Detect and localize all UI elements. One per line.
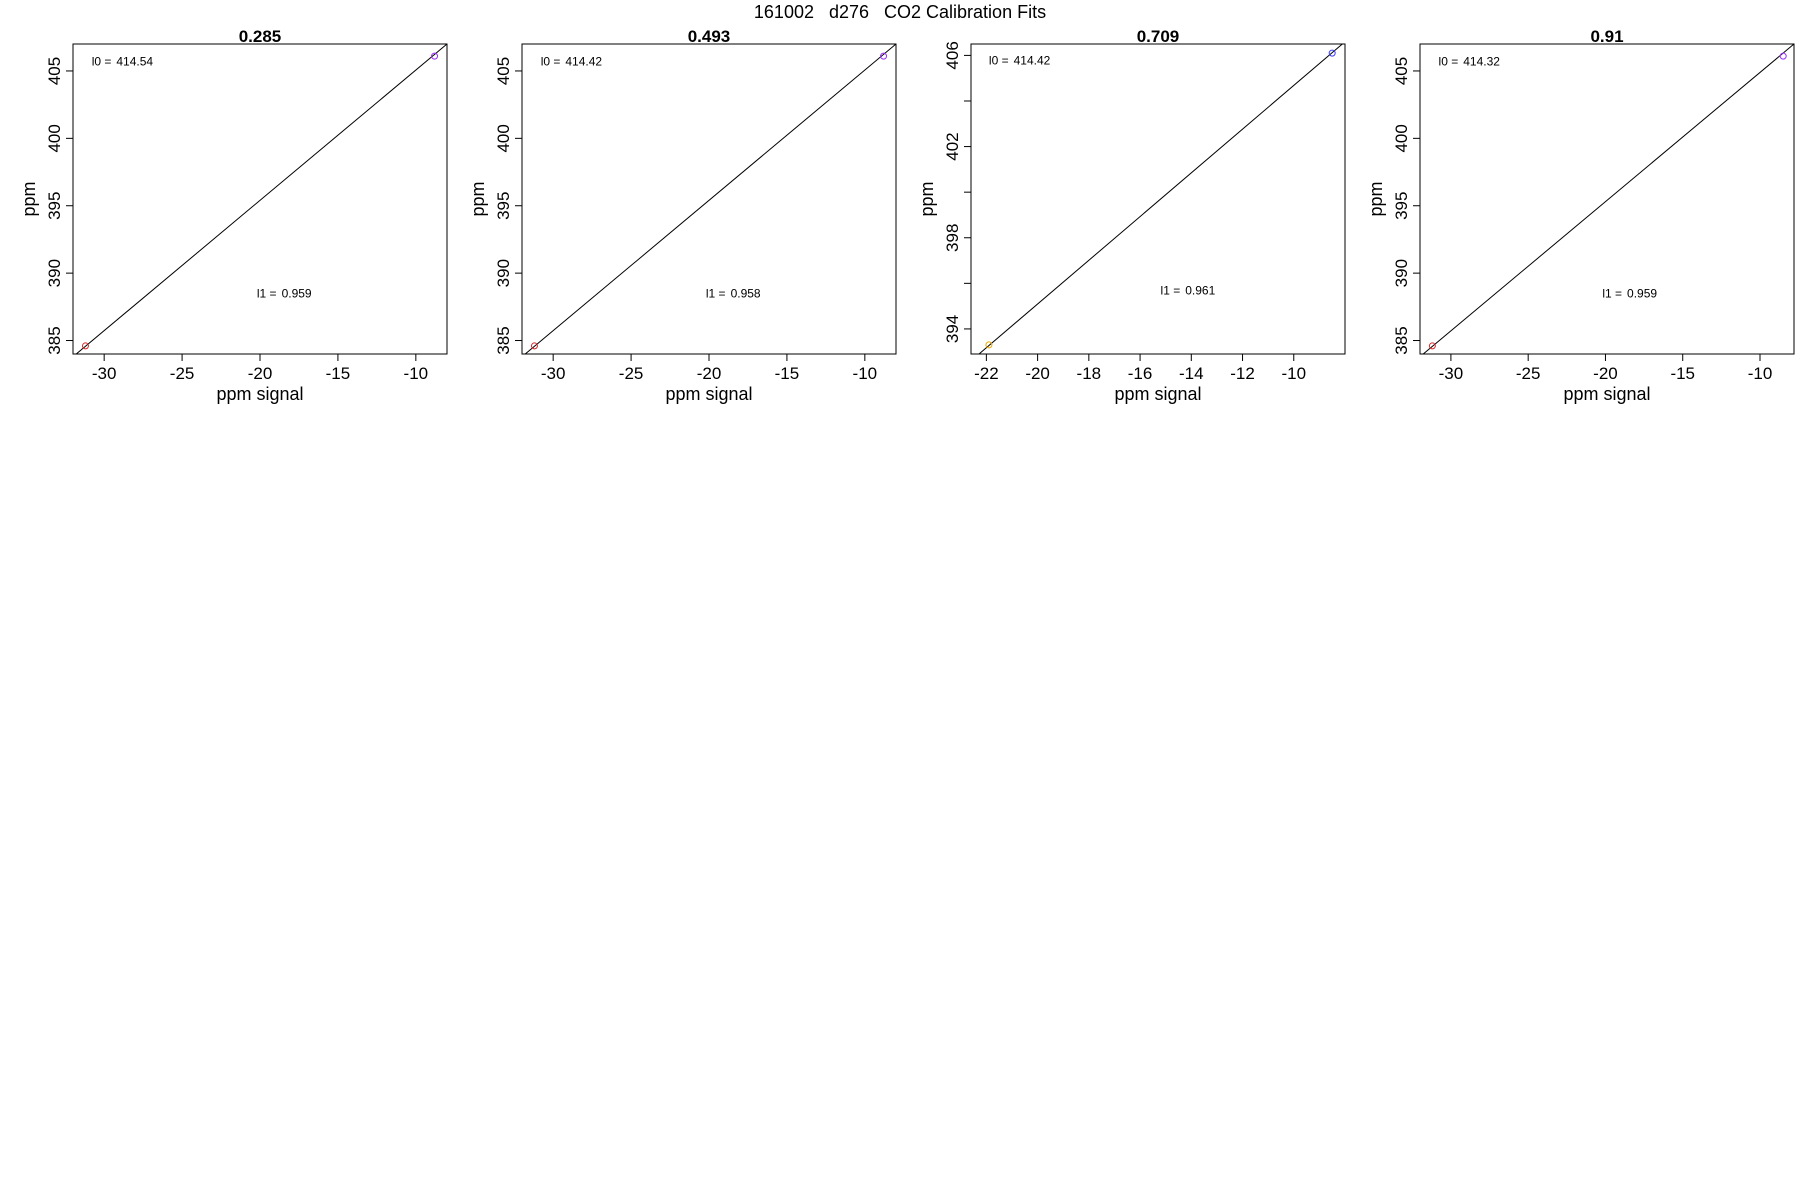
coefficient-annotation: l0 = 414.42 [541,55,603,69]
x-tick-label: -18 [1077,364,1102,383]
y-tick-label: 390 [45,259,64,287]
data-point [1428,342,1436,350]
y-tick-label: 400 [45,124,64,152]
panel-title: 0.285 [239,27,282,46]
x-axis-label: ppm signal [1114,384,1201,404]
panel-4: 0.91 -30 -25 -20 -15 -10 385 390 395 400 405 ppm si… [1366,27,1795,404]
x-tick-label: -20 [1025,364,1050,383]
fit-line [978,44,1344,354]
y-tick-label: 385 [494,326,513,354]
coefficient-annotation: l0 = 414.42 [989,54,1051,68]
panels-container: 0.285 -30 -25 -20 -15 -10 385 390 395 400 405 ppm s… [19,27,1795,404]
y-axis-label: ppm [917,181,937,216]
y-tick-label: 398 [943,224,962,252]
y-tick-label: 405 [45,57,64,85]
x-axis-label: ppm signal [1563,384,1650,404]
annotation-value: 414.42 [1014,54,1051,68]
annotation-value: 0.958 [731,286,761,300]
data-point [431,52,439,60]
x-tick-label: -25 [619,364,644,383]
fit-line [75,44,447,354]
x-tick-label: -14 [1179,364,1204,383]
data-point [530,342,538,350]
annotation-value: 0.961 [1185,284,1215,298]
y-tick-label: 400 [1392,124,1411,152]
annotation-value: 0.959 [282,286,312,300]
x-tick-label: -15 [775,364,800,383]
x-tick-label: -16 [1128,364,1153,383]
x-tick-label: -25 [170,364,195,383]
data-point [1779,52,1787,60]
panel-title: 0.91 [1590,27,1623,46]
y-tick-label: 394 [943,315,962,343]
x-tick-label: -30 [541,364,566,383]
panel-2: 0.493 -30 -25 -20 -15 -10 385 390 395 400 405 ppm s… [468,27,897,404]
y-tick-label: 395 [494,192,513,220]
panel-3: 0.709 -22 -20 -18 -16 -14 -12 -10 394 398 402 406 pp… [917,27,1346,404]
data-point [1328,49,1336,57]
annotation-value: 414.42 [565,55,602,69]
x-tick-label: -10 [1748,364,1773,383]
data-point [880,52,888,60]
y-tick-label: 402 [943,132,962,160]
annotation-label: l0 = [989,54,1009,68]
x-axis-label: ppm signal [216,384,303,404]
x-tick-label: -10 [853,364,878,383]
annotation-label: l1 = [1161,284,1181,298]
x-tick-label: -20 [1593,364,1618,383]
y-tick-label: 390 [1392,259,1411,287]
annotation-value: 414.54 [116,55,153,69]
coefficient-annotation: l1 = 0.959 [257,286,312,300]
annotation-value: 0.959 [1627,286,1657,300]
coefficient-annotation: l1 = 0.958 [706,286,761,300]
x-tick-label: -30 [1439,364,1464,383]
annotation-label: l1 = [706,286,726,300]
y-tick-label: 395 [45,192,64,220]
panel-title: 0.709 [1137,27,1180,46]
x-tick-label: -10 [1281,364,1306,383]
annotation-label: l0 = [541,55,561,69]
panel-title: 0.493 [688,27,731,46]
figure-title: 161002 d276 CO2 Calibration Fits [754,2,1046,22]
y-axis-label: ppm [19,181,39,216]
annotation-label: l1 = [257,286,277,300]
coefficient-annotation: l0 = 414.32 [1439,55,1501,69]
x-tick-label: -25 [1516,364,1541,383]
annotation-label: l0 = [1439,55,1459,69]
annotation-label: l0 = [92,55,112,69]
coefficient-annotation: l1 = 0.961 [1161,284,1216,298]
x-tick-label: -30 [92,364,117,383]
y-tick-label: 406 [943,41,962,69]
y-tick-label: 385 [1392,326,1411,354]
x-tick-label: -15 [326,364,351,383]
x-tick-label: -20 [697,364,722,383]
y-axis-label: ppm [1366,181,1386,216]
coefficient-annotation: l1 = 0.959 [1602,286,1657,300]
data-point [985,341,993,349]
x-tick-label: -20 [248,364,273,383]
annotation-value: 414.32 [1463,55,1500,69]
x-tick-label: -22 [974,364,999,383]
x-tick-label: -10 [404,364,429,383]
plot-frame [970,43,1346,355]
fit-line [1422,44,1794,354]
coefficient-annotation: l0 = 414.54 [92,55,154,69]
x-tick-label: -12 [1230,364,1255,383]
panel-1: 0.285 -30 -25 -20 -15 -10 385 390 395 400 405 ppm s… [19,27,448,404]
x-tick-label: -15 [1670,364,1695,383]
data-point [81,342,89,350]
y-tick-label: 390 [494,259,513,287]
y-tick-label: 400 [494,124,513,152]
y-tick-label: 385 [45,326,64,354]
x-axis-label: ppm signal [665,384,752,404]
plot-frame [1419,43,1795,355]
annotation-label: l1 = [1602,286,1622,300]
y-tick-label: 405 [494,57,513,85]
y-axis-label: ppm [468,181,488,216]
y-tick-label: 405 [1392,57,1411,85]
y-tick-label: 395 [1392,192,1411,220]
fit-line [524,44,896,354]
